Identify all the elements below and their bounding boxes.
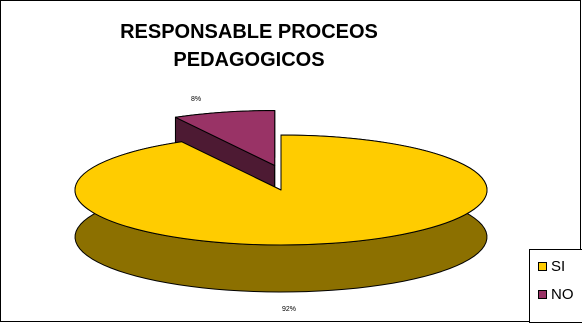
- data-label-no: 8%: [191, 96, 201, 103]
- legend-label-si: SI: [551, 257, 566, 275]
- data-label-si: 92%: [282, 306, 296, 313]
- pie-slice-no: [174, 109, 276, 166]
- chart-legend: SI NO: [529, 249, 582, 323]
- pie-slice-si: [74, 134, 488, 246]
- legend-swatch-no: [538, 289, 547, 299]
- legend-item-no: NO: [538, 284, 574, 304]
- chart-title: RESPONSABLE PROCEOS PEDAGOGICOS: [120, 21, 378, 71]
- legend-item-si: SI: [538, 256, 565, 276]
- legend-label-no: NO: [551, 285, 574, 303]
- legend-swatch-si: [538, 261, 547, 271]
